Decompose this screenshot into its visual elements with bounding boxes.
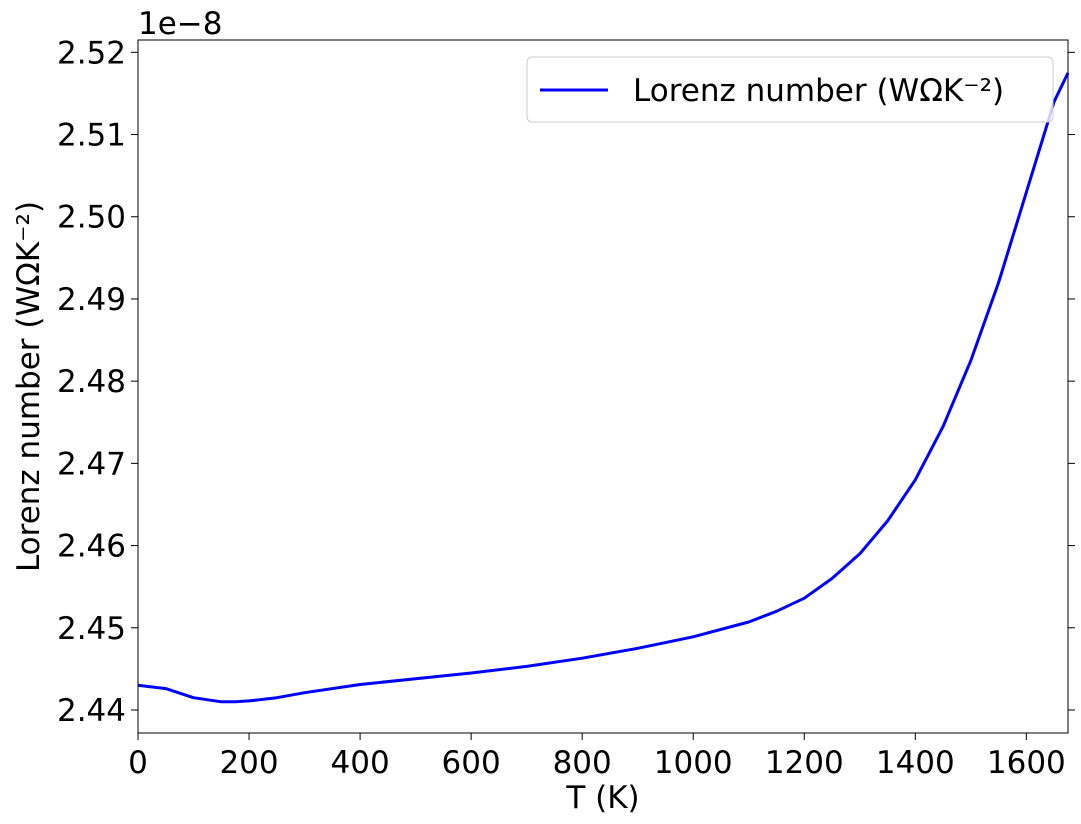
y-offset-text: 1e−8 [138, 6, 223, 42]
series-line-0 [137, 72, 1070, 704]
x-tick-label-6: 1200 [765, 745, 844, 781]
x-tick-label-3: 600 [442, 745, 501, 781]
x-tick-label-7: 1400 [876, 745, 955, 781]
y-tick-label-5: 2.49 [57, 282, 126, 318]
legend: Lorenz number (WΩK⁻²) [526, 56, 1054, 123]
y-tick-label-7: 2.51 [57, 118, 126, 154]
y-tick-label-6: 2.50 [57, 200, 126, 236]
x-axis-ticks: 0 200 400 600 800 1000 1200 1400 1600 [128, 733, 1066, 781]
x-tick-label-5: 1000 [654, 745, 733, 781]
y-axis-ticks: 2.44 2.45 2.46 2.47 2.48 2.49 2.50 2.51 2.52 [57, 35, 1075, 729]
y-tick-label-2: 2.46 [57, 529, 126, 565]
x-axis-label: T (K) [565, 780, 639, 816]
y-tick-label-4: 2.48 [57, 364, 126, 400]
y-tick-label-8: 2.52 [57, 35, 126, 71]
x-tick-label-4: 800 [553, 745, 612, 781]
legend-box [526, 56, 1054, 123]
x-tick-label-0: 0 [128, 745, 148, 781]
plot-frame [137, 39, 1069, 734]
y-tick-label-0: 2.44 [57, 693, 126, 729]
series-group [137, 72, 1070, 704]
x-tick-label-2: 400 [331, 745, 390, 781]
legend-entry-label: Lorenz number (WΩK⁻²) [633, 73, 1004, 109]
x-tick-label-8: 1600 [987, 745, 1066, 781]
y-tick-label-3: 2.47 [57, 446, 126, 482]
x-tick-label-1: 200 [219, 745, 278, 781]
y-axis-label: Lorenz number (WΩK⁻²) [11, 201, 47, 572]
y-tick-label-1: 2.45 [57, 611, 126, 647]
